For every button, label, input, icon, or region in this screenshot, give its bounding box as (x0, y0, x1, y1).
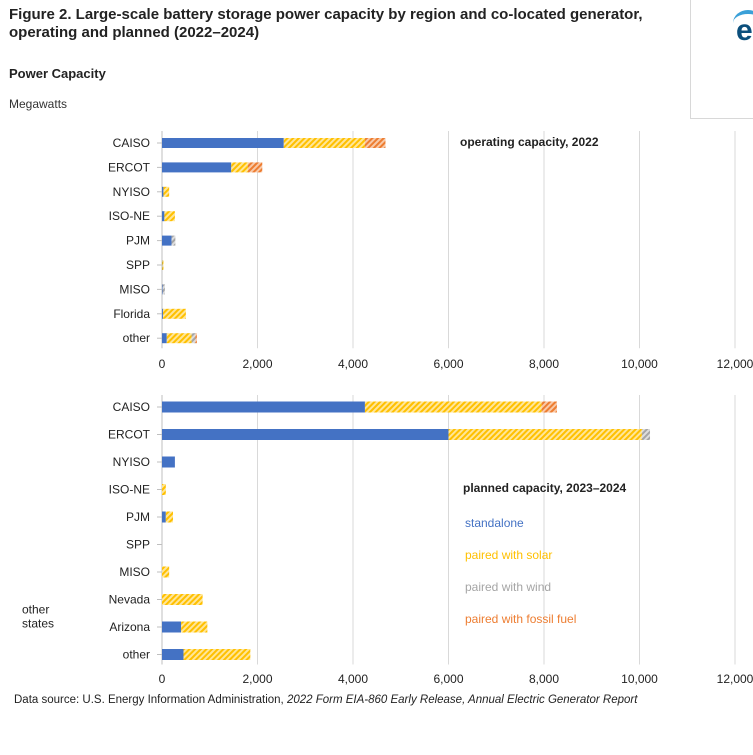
bar-solar-0-3 (164, 211, 175, 222)
category-label-1-8: Arizona (109, 620, 150, 634)
bar-solar-0-0 (283, 138, 365, 148)
x-tick-label-0-1: 2,000 (242, 357, 272, 371)
chart-subtitle: Power Capacity (9, 66, 106, 81)
x-tick-label-0-6: 12,000 (717, 357, 753, 371)
x-tick-label-0-0: 0 (159, 357, 166, 371)
panel-title-0: operating capacity, 2022 (460, 135, 599, 149)
bar-fossil-0-8 (195, 333, 197, 344)
bar-solar-0-7 (162, 308, 186, 319)
category-label-1-6: MISO (119, 565, 150, 579)
bar-standalone-1-4 (162, 511, 166, 523)
bar-standalone-0-0 (162, 138, 284, 148)
category-label-0-4: PJM (126, 234, 150, 248)
data-source: Data source: U.S. Energy Information Adm… (14, 693, 734, 708)
chart-title: Figure 2. Large-scale battery storage po… (9, 6, 643, 41)
bar-standalone-0-6 (162, 284, 163, 295)
group-label-1: states (22, 616, 54, 630)
bar-fossil-0-0 (364, 138, 386, 148)
bar-solar-1-9 (183, 649, 251, 660)
x-tick-label-0-5: 10,000 (621, 357, 658, 371)
x-tick-label-0-3: 6,000 (433, 357, 463, 371)
category-label-1-7: Nevada (109, 593, 151, 607)
category-label-1-9: other (123, 648, 150, 662)
bar-solar-1-6 (162, 566, 170, 578)
bar-wind-1-1 (641, 429, 651, 440)
bar-solar-0-2 (163, 186, 170, 197)
bar-wind-0-6 (162, 284, 165, 295)
category-label-0-7: Florida (113, 307, 150, 321)
category-label-0-8: other (123, 331, 150, 345)
bar-solar-1-0 (364, 401, 542, 413)
category-label-0-2: NYISO (113, 185, 150, 199)
x-tick-label-1-4: 8,000 (529, 672, 559, 686)
bar-solar-0-1 (231, 162, 248, 173)
bar-wind-0-8 (191, 333, 196, 344)
category-label-0-6: MISO (119, 282, 150, 296)
bar-standalone-0-4 (162, 235, 172, 246)
x-tick-label-1-3: 6,000 (433, 672, 463, 686)
bar-fossil-0-1 (247, 162, 263, 173)
logo-letter: e (736, 14, 753, 47)
logo-arc-icon (733, 10, 753, 36)
category-label-1-4: PJM (126, 510, 150, 524)
bar-standalone-1-1 (162, 429, 449, 440)
bar-charts: CAISO ERCOT NYISO ISO-NE PJM SPP MISO Florida ot… (22, 131, 753, 686)
category-label-1-5: SPP (126, 538, 150, 552)
category-label-1-1: ERCOT (108, 428, 151, 442)
bar-fossil-1-0 (541, 401, 557, 413)
category-label-1-2: NYISO (113, 455, 150, 469)
source-prefix: Data source: U.S. Energy Information Adm… (14, 694, 287, 706)
bar-solar-1-3 (162, 484, 166, 495)
x-tick-label-1-5: 10,000 (621, 672, 658, 686)
category-label-0-3: ISO-NE (109, 209, 150, 223)
x-tick-label-1-6: 12,000 (717, 672, 753, 686)
category-label-0-5: SPP (126, 258, 150, 272)
legend-solar: paired with solar (465, 548, 552, 562)
legend-wind: paired with wind (465, 580, 551, 594)
panel-title-1: planned capacity, 2023–2024 (463, 481, 627, 495)
x-tick-label-1-0: 0 (159, 672, 166, 686)
bar-solar-1-1 (448, 429, 642, 440)
bar-standalone-1-2 (162, 456, 175, 468)
bar-wind-0-4 (171, 235, 176, 246)
x-tick-label-0-2: 4,000 (338, 357, 368, 371)
bar-standalone-1-8 (162, 621, 182, 633)
eia-logo: e (690, 0, 753, 119)
group-label-0: other (22, 602, 49, 616)
category-label-1-3: ISO-NE (109, 483, 150, 497)
bar-standalone-0-7 (162, 308, 163, 319)
x-tick-label-1-1: 2,000 (242, 672, 272, 686)
bar-standalone-0-8 (162, 333, 167, 344)
bar-standalone-0-1 (162, 162, 232, 173)
bar-solar-1-8 (181, 621, 208, 633)
category-label-1-0: CAISO (113, 400, 150, 414)
x-tick-label-0-4: 8,000 (529, 357, 559, 371)
category-label-0-1: ERCOT (108, 160, 151, 174)
unit-label: Megawatts (9, 97, 68, 111)
bar-solar-1-7 (162, 594, 203, 605)
bar-solar-0-8 (166, 333, 192, 344)
bar-standalone-0-2 (162, 186, 164, 197)
bar-standalone-1-9 (162, 649, 184, 660)
bar-solar-1-4 (165, 511, 173, 523)
legend-standalone: standalone (465, 516, 524, 530)
legend-fossil: paired with fossil fuel (465, 612, 576, 626)
bar-standalone-0-3 (162, 211, 165, 222)
x-tick-label-1-2: 4,000 (338, 672, 368, 686)
source-report: 2022 Form EIA-860 Early Release, Annual … (286, 694, 638, 706)
bar-solar-0-5 (162, 260, 164, 270)
bar-standalone-1-0 (162, 401, 365, 413)
category-label-0-0: CAISO (113, 136, 150, 150)
